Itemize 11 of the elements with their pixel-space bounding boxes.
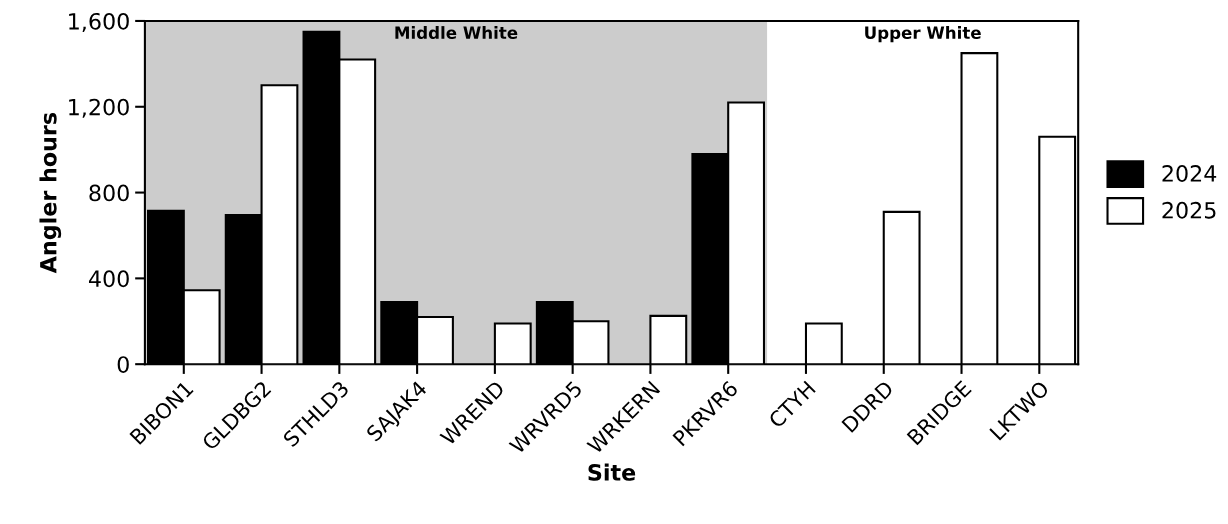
y-axis-title: Angler hours xyxy=(39,112,62,274)
legend-label: 2024 xyxy=(1162,165,1217,182)
y-tick-label: 1,600 xyxy=(69,12,129,32)
y-tick-label: 800 xyxy=(89,184,129,202)
y-tick-label: 400 xyxy=(88,270,129,288)
y-tick-label: 1,200 xyxy=(69,98,129,118)
x-axis-title: Site xyxy=(588,463,636,481)
annotation: Upper White xyxy=(865,26,981,43)
band-label: Middle White xyxy=(395,26,518,40)
y-tick-label: 0 xyxy=(117,356,129,373)
legend-label: 2025 xyxy=(1162,201,1216,219)
